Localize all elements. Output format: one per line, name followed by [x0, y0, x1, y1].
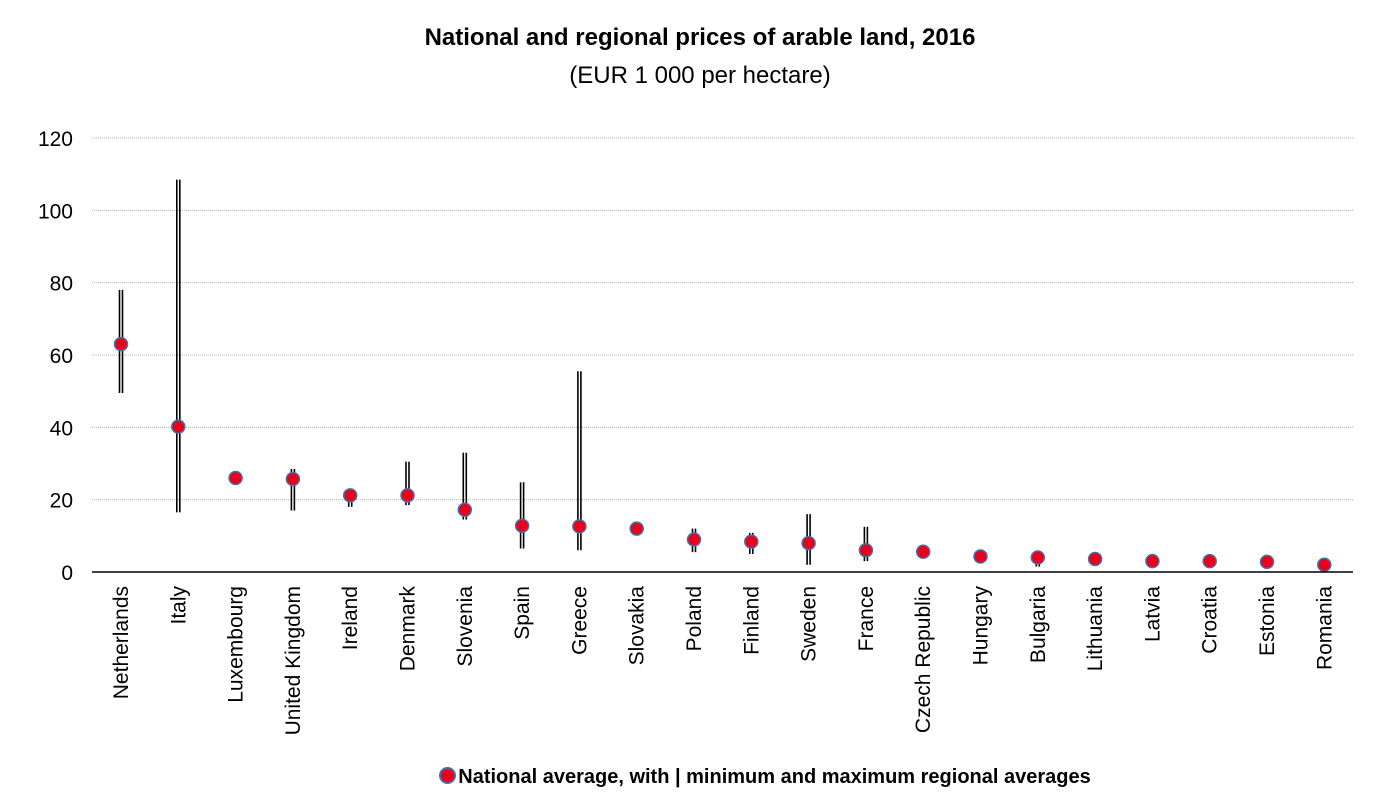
national-average-point [744, 534, 759, 549]
y-tick-label: 120 [38, 128, 73, 151]
gridlines [92, 137, 1353, 501]
x-tick-label: France [855, 586, 878, 651]
national-average-point [686, 532, 702, 547]
y-tick-label: 80 [50, 273, 73, 296]
x-tick-label: Luxembourg [225, 586, 248, 703]
national-average-point [285, 471, 301, 487]
national-average-point [1087, 551, 1103, 567]
chart-plot: 0 20 40 60 80 100 120 Netherlands Italy Luxembou… [38, 128, 1353, 736]
national-average-point [1317, 557, 1332, 573]
legend-label: National average, with | minimum and max… [458, 766, 1091, 788]
x-tick-label: Hungary [970, 586, 993, 666]
chart-subtitle: (EUR 1 000 per hectare) [569, 62, 831, 89]
y-tick-label: 60 [50, 345, 73, 368]
x-tick-label: Croatia [1199, 586, 1222, 654]
y-tick-label: 40 [50, 417, 73, 440]
national-average-point [457, 502, 473, 518]
national-average-point [1202, 553, 1217, 569]
regional-range-bars [118, 179, 1041, 567]
x-tick-label: Romania [1313, 586, 1336, 670]
legend-marker-icon [439, 767, 457, 784]
x-tick-label: Ireland [339, 586, 362, 650]
x-tick-label: Netherlands [110, 586, 133, 699]
national-average-point [1259, 554, 1275, 570]
y-tick-label: 20 [50, 490, 73, 513]
y-tick-label: 100 [38, 200, 73, 223]
national-average-point [113, 336, 129, 352]
range-bar [519, 482, 525, 549]
national-average-point [973, 549, 988, 564]
x-tick-label: Italy [167, 586, 190, 625]
national-average-point [915, 544, 931, 559]
chart-title: National and regional prices of arable l… [424, 24, 976, 51]
national-average-point [1145, 553, 1160, 569]
x-tick-label: Finland [740, 586, 763, 655]
national-average-point [342, 488, 358, 503]
national-average-point [228, 470, 243, 486]
national-average-point [572, 519, 587, 534]
national-average-point [171, 419, 186, 434]
national-average-point [400, 488, 415, 503]
x-tick-label: Sweden [798, 586, 821, 662]
national-average-point [1030, 550, 1046, 565]
x-tick-label: Slovenia [454, 586, 477, 667]
x-tick-label: Slovakia [626, 586, 649, 666]
x-tick-label: Spain [511, 586, 534, 640]
x-tick-label: Greece [568, 586, 591, 655]
legend: National average, with | minimum and max… [0, 766, 1376, 789]
x-tick-label: Lithuania [1084, 586, 1107, 672]
x-tick-label: United Kingdom [282, 586, 305, 735]
x-tick-label: Poland [683, 586, 706, 651]
x-tick-label: Latvia [1141, 586, 1164, 642]
national-average-point [514, 518, 530, 533]
x-tick-label: Bulgaria [1027, 586, 1050, 663]
x-axis-category-labels: Netherlands Italy Luxembourg United Kingdom… [110, 586, 1336, 736]
x-tick-label: Denmark [397, 586, 420, 672]
national-average-point [801, 535, 816, 551]
national-average-points [113, 336, 1332, 573]
y-axis-tick-labels: 0 20 40 60 80 100 120 [38, 128, 73, 585]
x-tick-label: Czech Republic [912, 586, 935, 733]
range-bar [176, 179, 181, 513]
national-average-point [629, 521, 644, 536]
y-tick-label: 0 [61, 562, 73, 585]
national-average-point [858, 543, 874, 558]
x-tick-label: Estonia [1256, 586, 1279, 656]
